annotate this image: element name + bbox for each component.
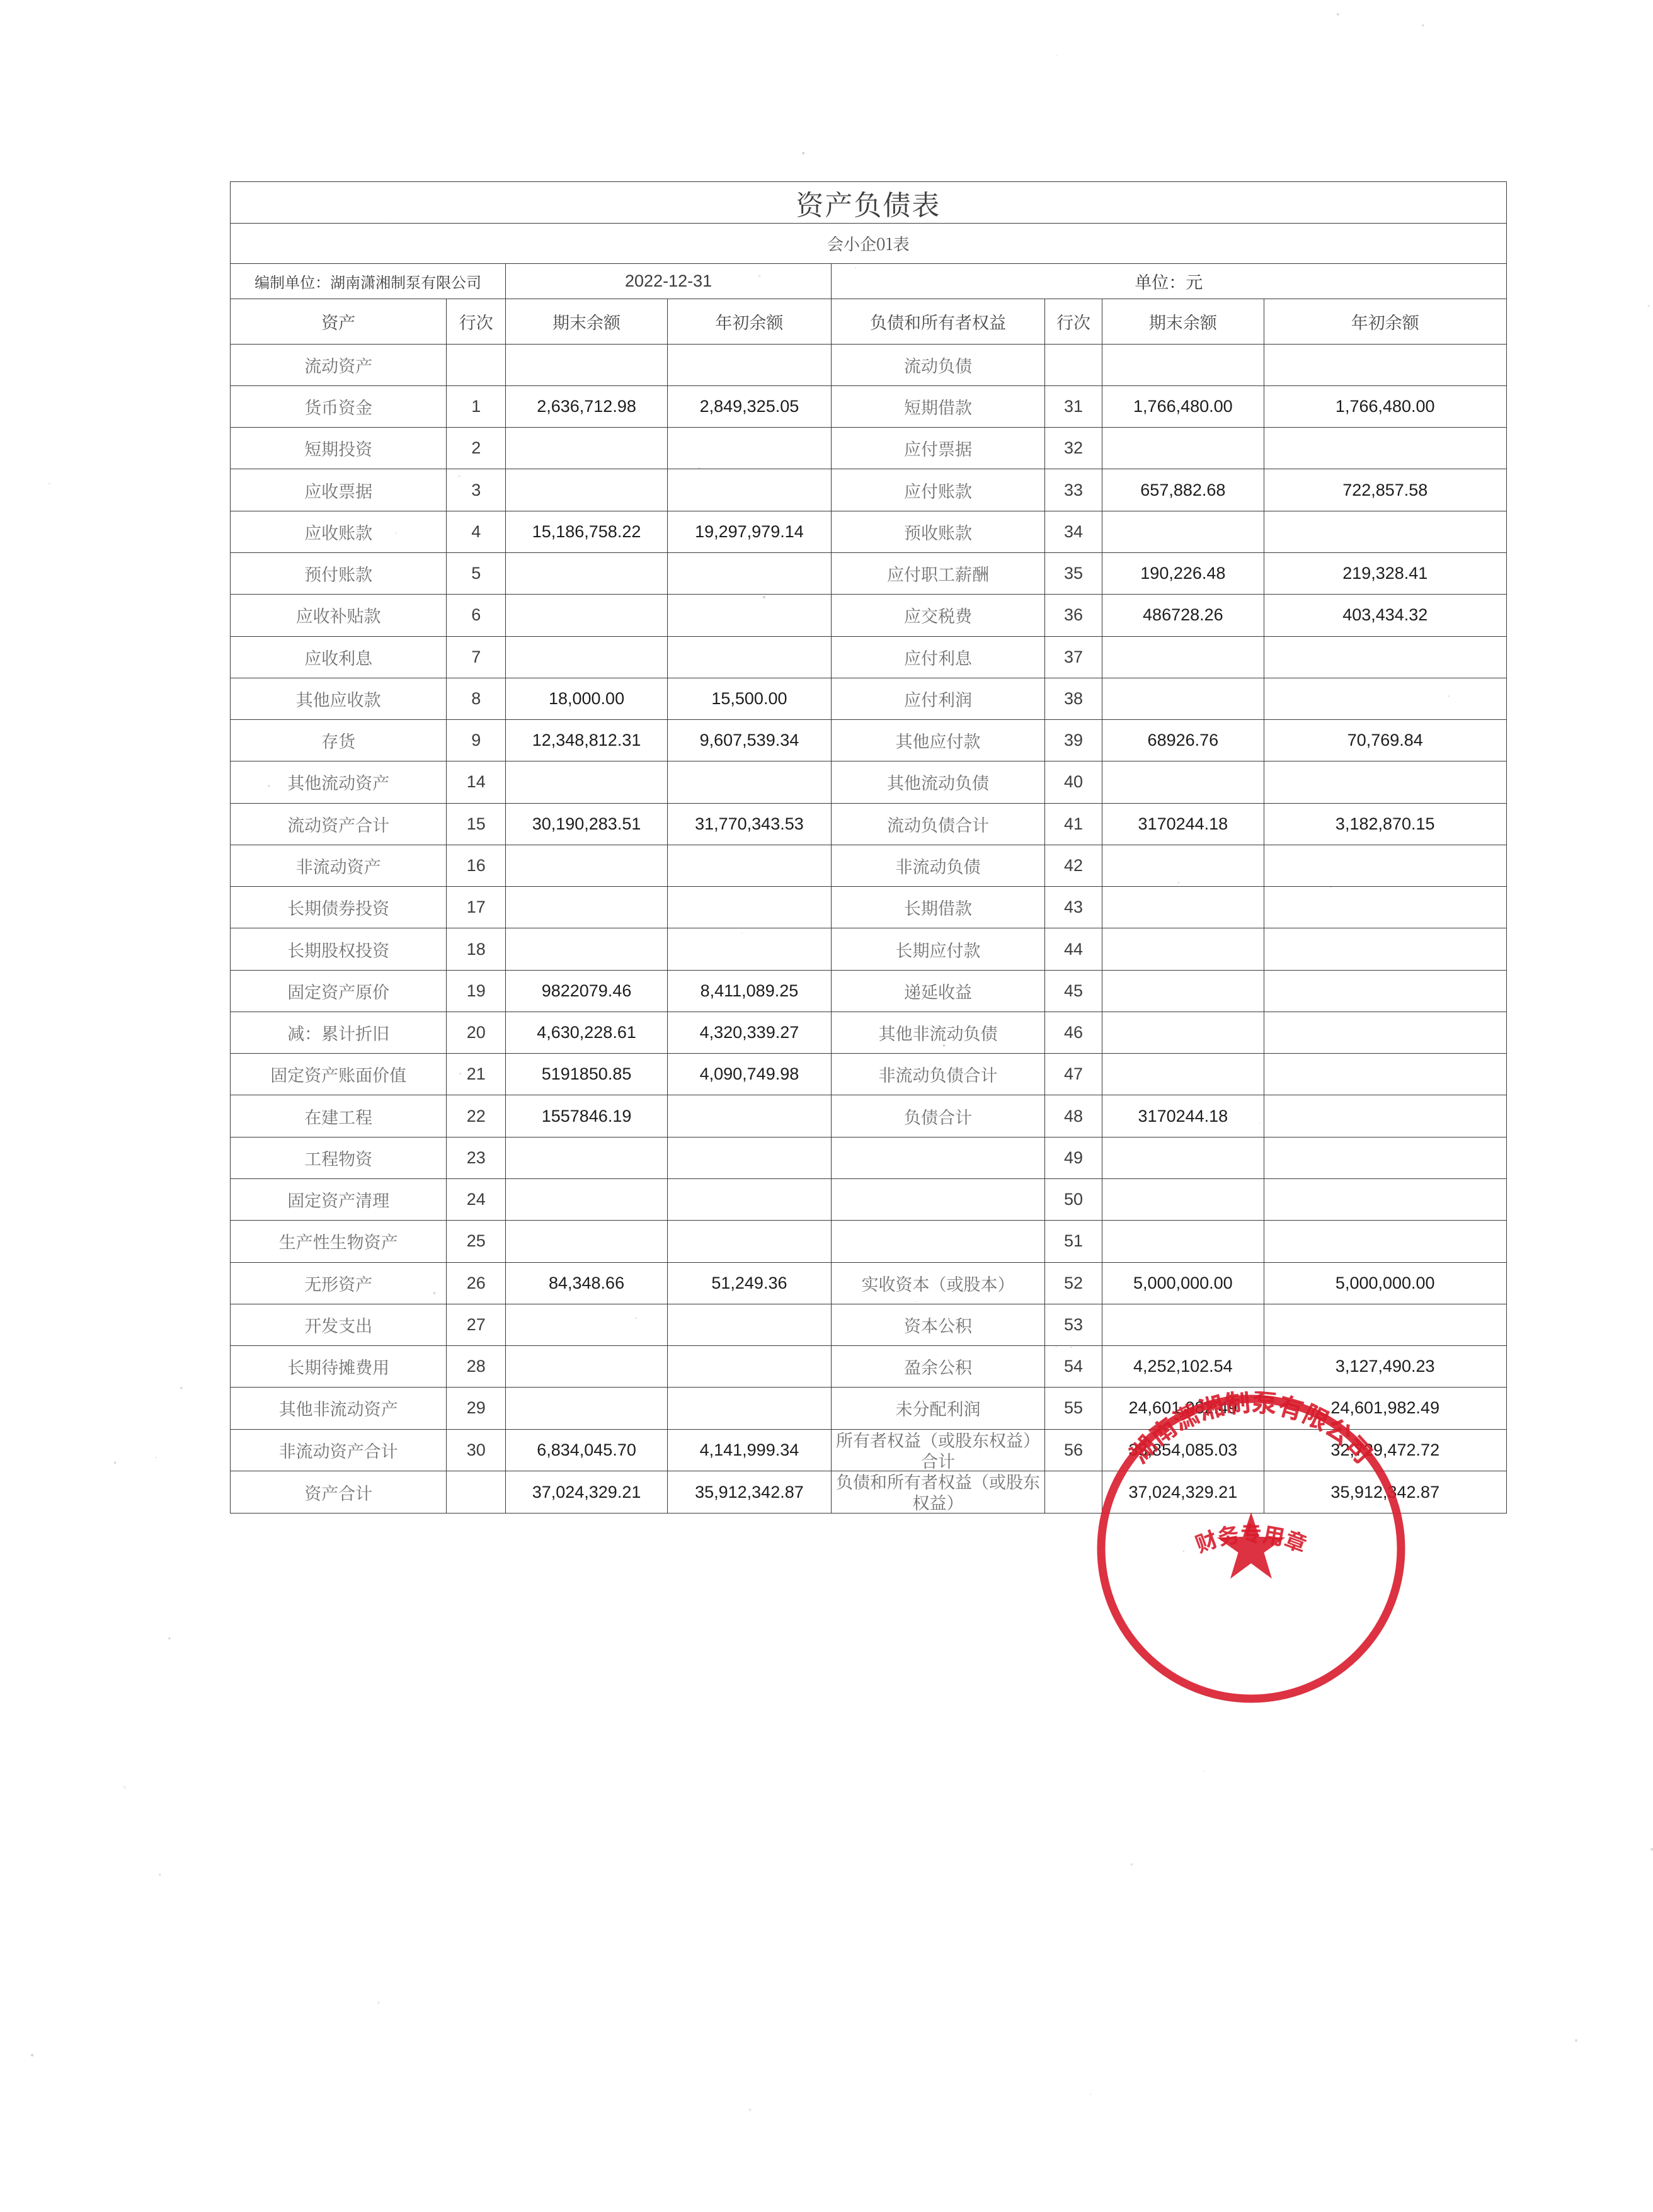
svg-text:财务专用章: 财务专用章 [1191, 1517, 1312, 1558]
